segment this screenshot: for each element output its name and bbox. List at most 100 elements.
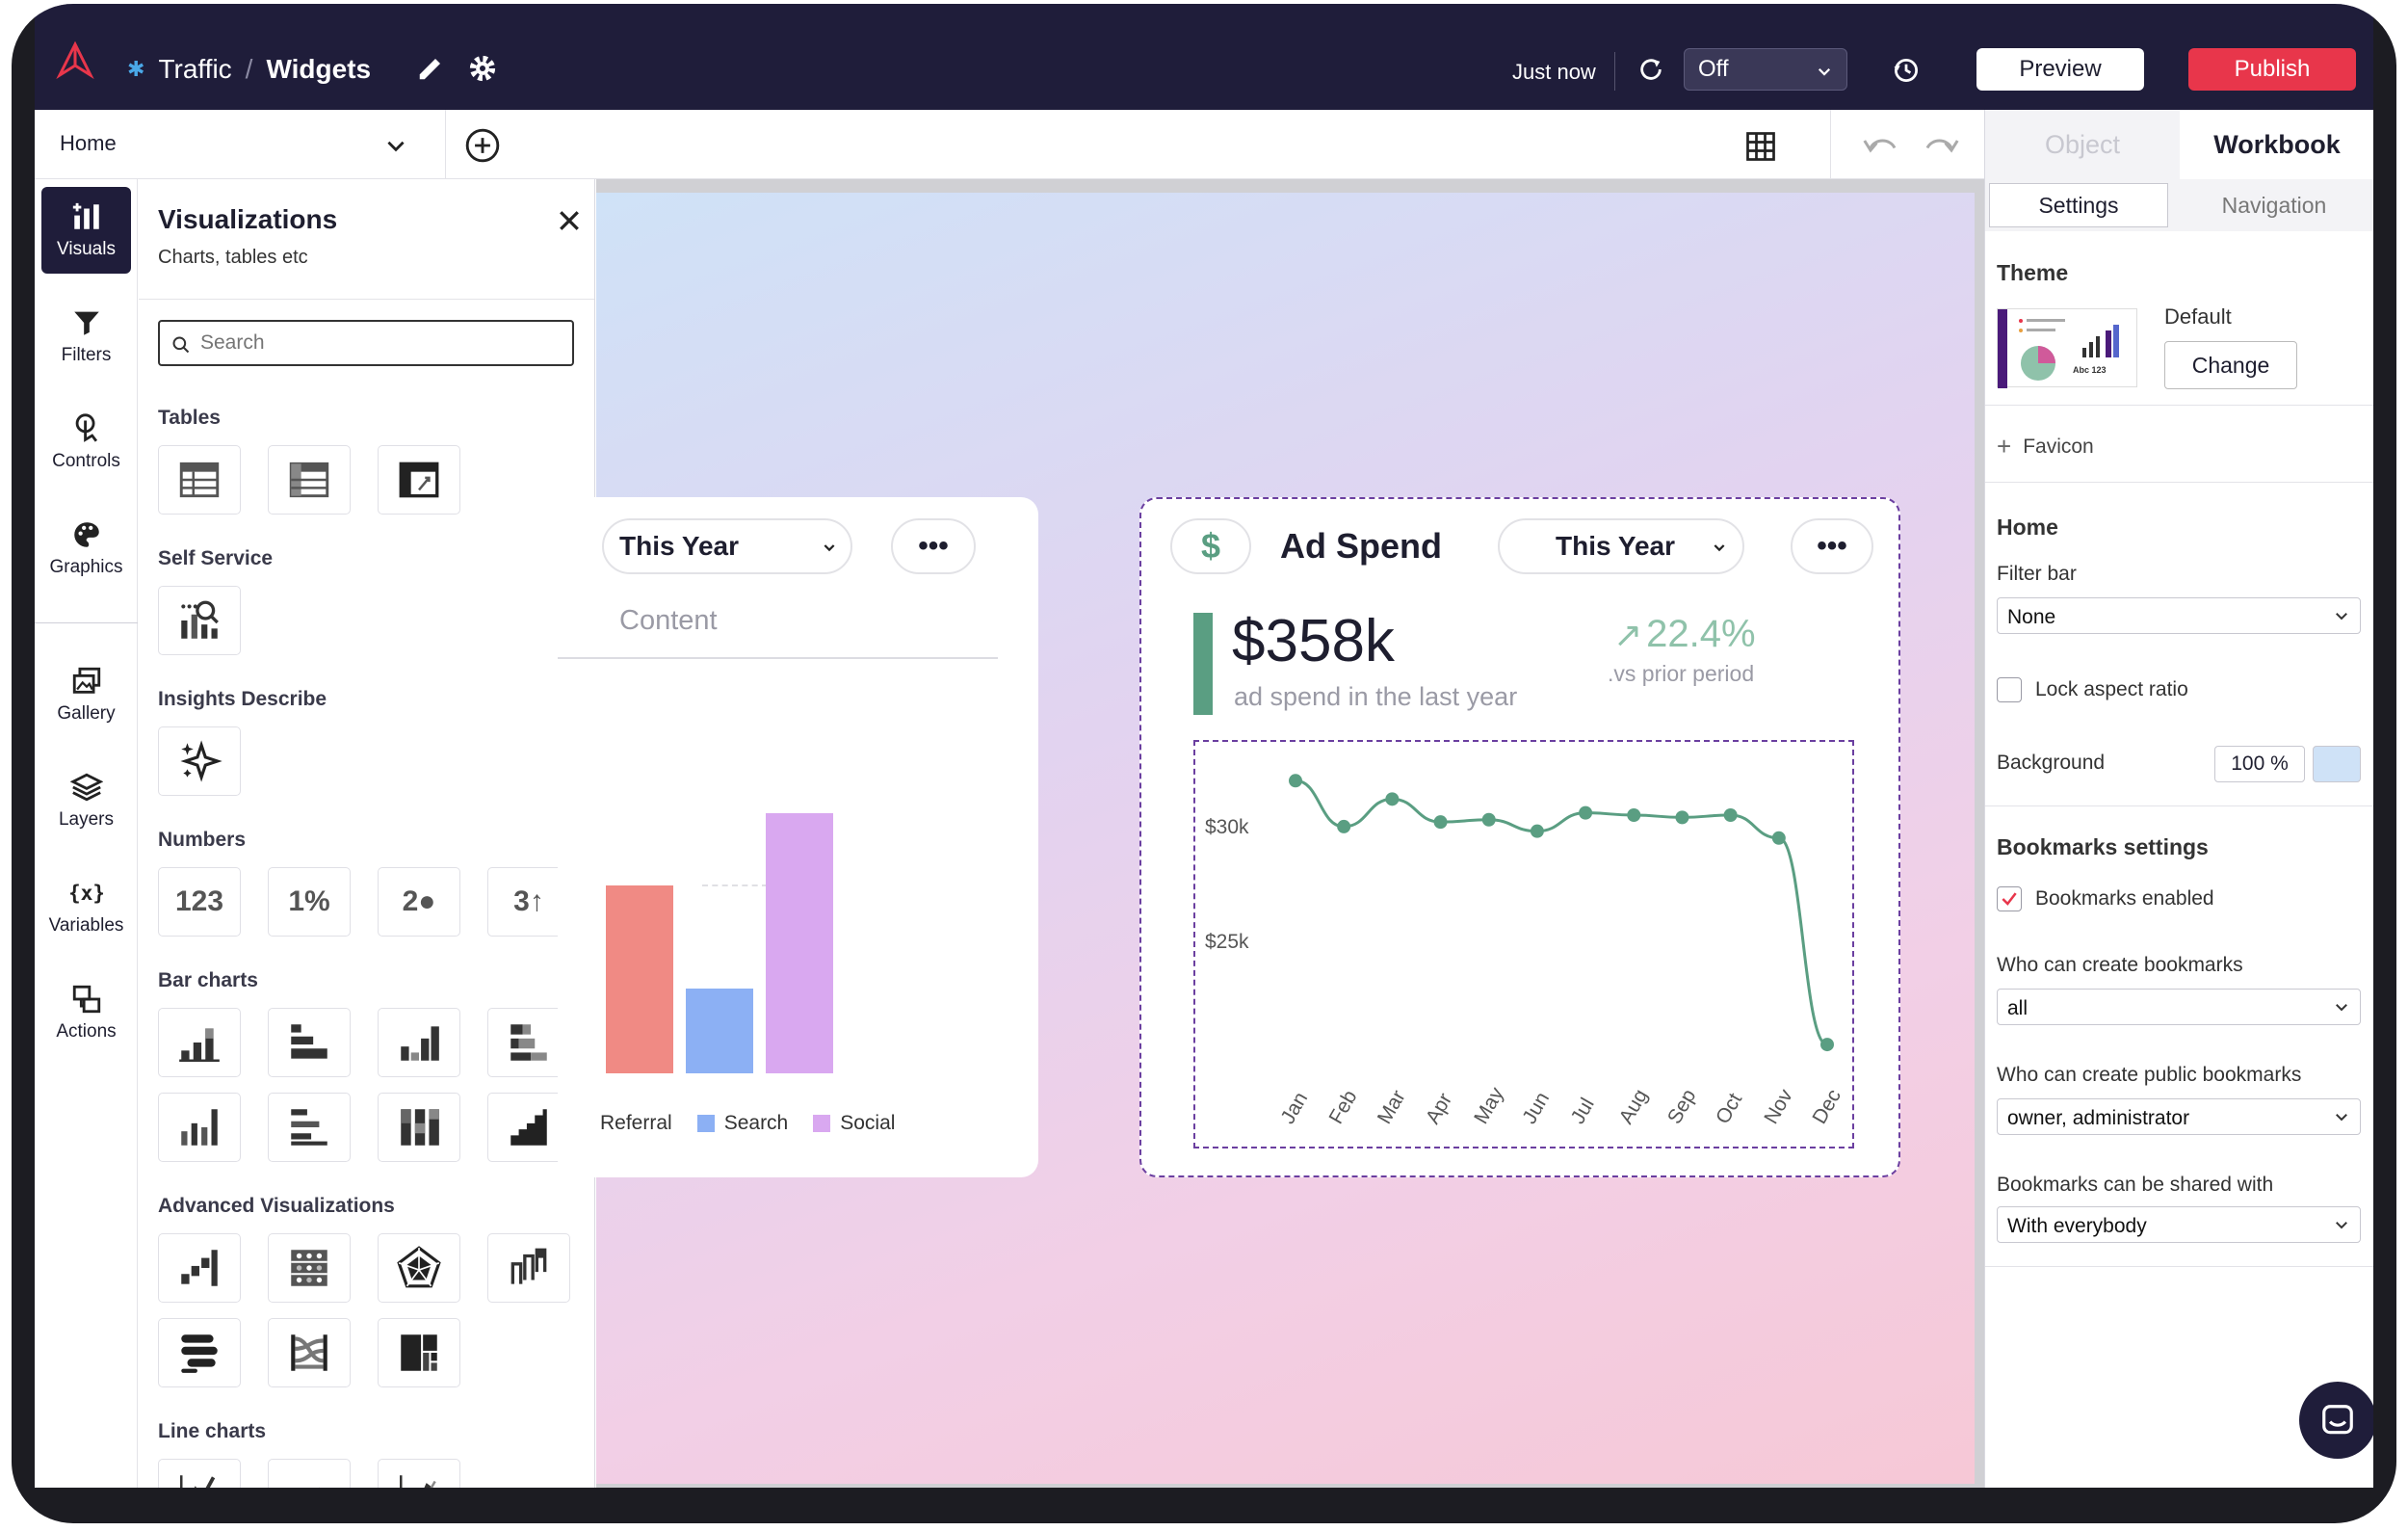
- insights-tile[interactable]: [158, 726, 241, 796]
- data-point[interactable]: [1530, 824, 1544, 838]
- bar-chart-tile[interactable]: [158, 1093, 241, 1162]
- refresh-icon[interactable]: [1637, 56, 1664, 83]
- search-input[interactable]: [200, 330, 557, 356]
- bar-search[interactable]: [686, 989, 753, 1073]
- tab-workbook[interactable]: Workbook: [2213, 129, 2341, 159]
- data-point[interactable]: [1723, 808, 1738, 822]
- rail-item-actions[interactable]: Actions: [41, 969, 131, 1056]
- self-service-tile[interactable]: [158, 586, 241, 655]
- preview-button[interactable]: Preview: [1976, 48, 2144, 91]
- page-title[interactable]: Widgets: [266, 54, 372, 84]
- bookmarks-enabled-checkbox[interactable]: [1997, 886, 2022, 911]
- add-page-icon[interactable]: [464, 127, 501, 164]
- pivot-table-tile[interactable]: [268, 445, 351, 515]
- rail-item-controls[interactable]: Controls: [41, 399, 131, 486]
- redo-icon[interactable]: [1923, 131, 1961, 160]
- chat-launcher-button[interactable]: [2299, 1382, 2373, 1459]
- sankey-tile[interactable]: [268, 1318, 351, 1387]
- number-with-indicator-tile[interactable]: 2●: [378, 867, 460, 937]
- heatmap-tile[interactable]: [268, 1233, 351, 1303]
- filter-bar-select[interactable]: None: [1997, 597, 2361, 634]
- gear-icon[interactable]: [468, 54, 497, 83]
- horizontal-bar-tile[interactable]: [268, 1008, 351, 1077]
- rail-item-filters[interactable]: Filters: [41, 293, 131, 380]
- data-point[interactable]: [1820, 1038, 1834, 1052]
- lock-aspect-checkbox[interactable]: [1997, 677, 2022, 702]
- number-with-trend-tile[interactable]: 3↑: [487, 867, 570, 937]
- period-select[interactable]: This Year: [1498, 518, 1744, 574]
- data-point[interactable]: [1289, 774, 1302, 788]
- content-tab[interactable]: Content: [619, 605, 718, 636]
- treemap-tile[interactable]: [378, 1318, 460, 1387]
- subtab-navigation[interactable]: Navigation: [2221, 192, 2327, 218]
- who-create-select[interactable]: all: [1997, 989, 2361, 1025]
- line-chart-tile[interactable]: [158, 1459, 241, 1488]
- data-point[interactable]: [1433, 815, 1448, 830]
- card-menu-button[interactable]: •••: [1791, 518, 1873, 574]
- who-public-select[interactable]: owner, administrator: [1997, 1098, 2361, 1135]
- box-plot-tile[interactable]: [487, 1233, 570, 1303]
- publish-button[interactable]: Publish: [2188, 48, 2356, 91]
- tab-object[interactable]: Object: [1985, 110, 2180, 179]
- ad-spend-card[interactable]: $ Ad Spend This Year ••• $358k ad spend …: [1139, 497, 1900, 1177]
- data-point[interactable]: [1481, 812, 1496, 827]
- rail-item-visuals[interactable]: Visuals: [41, 187, 131, 274]
- background-color-swatch[interactable]: [2313, 746, 2361, 782]
- edit-pencil-icon[interactable]: [416, 54, 445, 83]
- close-icon[interactable]: [555, 206, 584, 235]
- table-tile[interactable]: [158, 445, 241, 515]
- x-tick-label: Aug: [1615, 1086, 1653, 1128]
- rail-item-variables[interactable]: {x} Variables: [41, 863, 131, 950]
- rail-item-layers[interactable]: Layers: [41, 757, 131, 844]
- rail-item-graphics[interactable]: Graphics: [41, 505, 131, 592]
- page-select[interactable]: Home: [60, 131, 117, 155]
- line-chart-frame[interactable]: $30k $25k Jan Feb Mar Apr May Jun Jul Aug Sep Oct No…: [1193, 740, 1854, 1148]
- data-point[interactable]: [1675, 810, 1689, 825]
- gantt-tile[interactable]: [158, 1318, 241, 1387]
- horizontal-bar-icon: [291, 1109, 327, 1146]
- background-opacity-input[interactable]: 100 %: [2214, 746, 2305, 782]
- bar-referral[interactable]: [606, 885, 673, 1073]
- change-theme-button[interactable]: Change: [2164, 341, 2297, 389]
- stacked-horizontal-bar-tile[interactable]: [487, 1008, 570, 1077]
- theme-thumbnail[interactable]: Abc 123: [1997, 308, 2137, 388]
- search-field[interactable]: [158, 320, 574, 366]
- bar-social[interactable]: [766, 813, 833, 1073]
- data-point[interactable]: [1627, 808, 1641, 822]
- app-logo-icon[interactable]: [56, 40, 94, 79]
- area-chart-tile[interactable]: [268, 1459, 351, 1488]
- step-area-tile[interactable]: [487, 1093, 570, 1162]
- history-icon[interactable]: [1892, 56, 1921, 85]
- rail-item-gallery[interactable]: Gallery: [41, 651, 131, 738]
- waterfall-tile[interactable]: [158, 1233, 241, 1303]
- number-tile[interactable]: 123: [158, 867, 241, 937]
- data-point[interactable]: [1579, 805, 1593, 820]
- breadcrumb-root[interactable]: Traffic: [158, 54, 232, 84]
- crosstab-tile[interactable]: [378, 445, 460, 515]
- grid-icon[interactable]: [1743, 129, 1778, 164]
- combo-chart-tile[interactable]: [378, 1459, 460, 1488]
- chevron-down-icon[interactable]: [383, 133, 408, 158]
- add-favicon-button[interactable]: + Favicon: [1997, 432, 2094, 462]
- grouped-bar-tile[interactable]: [378, 1008, 460, 1077]
- horizontal-bar-icon: [291, 1024, 327, 1059]
- divider: [1985, 805, 2373, 806]
- change-caption: .vs prior period: [1608, 661, 1755, 686]
- bar-chart-tile[interactable]: [158, 1008, 241, 1077]
- subtab-settings[interactable]: Settings: [1989, 183, 2168, 227]
- x-tick-label: Mar: [1374, 1087, 1410, 1128]
- horizontal-bar-tile[interactable]: [268, 1093, 351, 1162]
- refresh-interval-select[interactable]: Off: [1684, 48, 1847, 91]
- card-menu-button[interactable]: •••: [891, 518, 976, 574]
- data-point[interactable]: [1771, 831, 1786, 845]
- data-point[interactable]: [1337, 819, 1351, 833]
- undo-icon[interactable]: [1861, 131, 1899, 160]
- period-select[interactable]: This Year: [602, 518, 852, 574]
- stacked-column-tile[interactable]: [378, 1093, 460, 1162]
- percent-number-tile[interactable]: 1%: [268, 867, 351, 937]
- radar-tile[interactable]: [378, 1233, 460, 1303]
- shared-with-select[interactable]: With everybody: [1997, 1206, 2361, 1243]
- data-point[interactable]: [1385, 792, 1400, 806]
- channel-chart-card[interactable]: This Year ••• Content Referral Search So…: [558, 497, 1038, 1177]
- shared-with-value: With everybody: [2007, 1215, 2147, 1237]
